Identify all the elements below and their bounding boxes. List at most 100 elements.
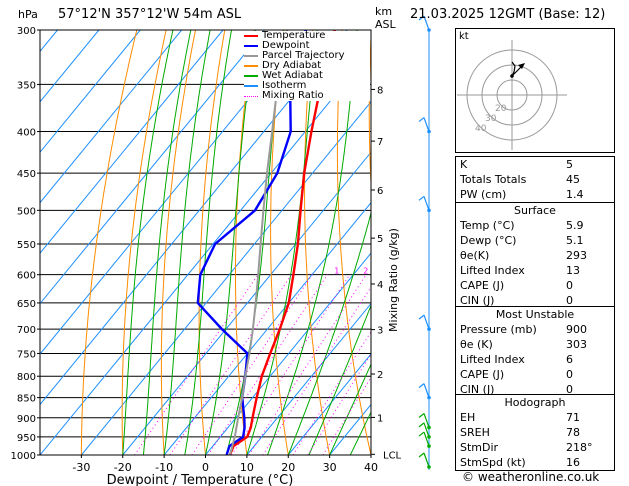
mixing-ratio-label: 3 — [380, 267, 385, 276]
mixing-ratio-label: 2 — [363, 267, 368, 276]
dry-adiabat-line — [235, 30, 255, 455]
legend-item: Isotherm — [244, 81, 370, 91]
chart-legend: Temperature Dewpoint Parcel Trajectory Dry … — [244, 31, 370, 101]
row-value: 16 — [566, 456, 580, 469]
row-key: Totals Totals — [460, 173, 527, 186]
wet-adiabat-line — [287, 211, 371, 455]
temp-tick-label: 20 — [281, 461, 295, 474]
wet-adiabat-line — [142, 30, 192, 455]
isotherm-line — [40, 30, 265, 305]
km-tick-label: 6 — [377, 186, 383, 197]
row-value: 293 — [566, 249, 587, 262]
row-value: 0 — [566, 279, 573, 292]
table-row: CAPE (J) 0 — [456, 367, 614, 382]
table-row: CAPE (J) 0 — [456, 278, 614, 293]
row-value: 0 — [566, 368, 573, 381]
mixing-ratio-label: 6 — [409, 267, 414, 276]
pressure-tick-label: 350 — [17, 80, 36, 91]
temp-tick-label: -30 — [72, 461, 90, 474]
legend-label: Wet Adiabat — [262, 70, 323, 81]
pressure-tick-label: 750 — [17, 349, 36, 360]
dry-adiabat-line — [336, 30, 371, 455]
isotherm-line — [163, 201, 371, 455]
indices-table: K 5 Totals Totals 45 PW (cm) 1.4 — [455, 156, 615, 203]
legend-item: Dewpoint — [244, 41, 370, 51]
row-value: 71 — [566, 411, 580, 424]
dry-adiabat-line — [304, 30, 331, 455]
row-value: 5.9 — [566, 219, 584, 232]
wind-barb — [418, 117, 431, 134]
km-tick-label: LCL — [383, 450, 402, 461]
dry-adiabat-line — [80, 30, 138, 455]
hodograph-title: Hodograph — [504, 396, 566, 409]
mixing-ratio-line — [248, 274, 367, 455]
mixing-ratio-label: 10 — [427, 267, 437, 276]
asl-label: ASL — [375, 18, 396, 31]
table-row: Dewp (°C) 5.1 — [456, 233, 614, 248]
surface-title: Surface — [514, 204, 556, 217]
row-key: K — [460, 158, 468, 171]
isotherm-line — [40, 30, 183, 204]
hodograph-ring-label: 30 — [485, 114, 497, 124]
legend-swatch — [244, 85, 258, 87]
row-value: 5 — [566, 158, 573, 171]
mixing-ratio-line — [307, 353, 371, 455]
row-value: 218° — [566, 441, 593, 454]
legend-label: Dry Adiabat — [262, 60, 322, 71]
hodograph-point — [510, 74, 514, 78]
table-row: Totals Totals 45 — [456, 172, 614, 187]
row-key: CAPE (J) — [460, 279, 505, 292]
wind-barb — [418, 422, 431, 439]
legend-label: Mixing Ratio — [262, 90, 324, 101]
table-row: θe(K) 293 — [456, 248, 614, 263]
legend-label: Dewpoint — [262, 40, 310, 51]
hodograph-table: Hodograph EH 71 SREH 78 StmDir 218° StmSpd (kt… — [455, 394, 615, 471]
isotherm-line — [246, 302, 371, 455]
row-key: θe(K) — [460, 249, 490, 262]
km-tick-label: 7 — [377, 137, 383, 148]
wind-barb — [418, 195, 431, 213]
km-tick-label: 8 — [377, 85, 383, 96]
row-key: Lifted Index — [460, 264, 525, 277]
legend-swatch — [244, 65, 258, 67]
series-line-temperature — [228, 30, 336, 455]
km-label: km — [375, 5, 393, 18]
wet-adiabat-line — [184, 30, 232, 455]
isotherm-line — [205, 252, 371, 455]
row-value: 0 — [566, 294, 573, 307]
series-line-dewpoint — [196, 30, 307, 455]
pressure-tick-label: 600 — [17, 271, 36, 282]
legend-label: Temperature — [262, 30, 326, 41]
pressure-tick-label: 850 — [17, 394, 36, 405]
legend-swatch — [244, 35, 258, 37]
row-value: 45 — [566, 173, 580, 186]
pressure-tick-label: 550 — [17, 240, 36, 251]
location-label: 57°12'N 357°12'W 54m ASL — [58, 7, 242, 22]
legend-item: Mixing Ratio — [244, 91, 370, 101]
row-value: 13 — [566, 264, 580, 277]
most-unstable-table: Most Unstable Pressure (mb) 900 θe (K) 303 L… — [455, 306, 615, 398]
series-line-parcel-trajectory — [228, 30, 289, 455]
row-key: Lifted Index — [460, 353, 525, 366]
hodograph-kt-label: kt — [459, 31, 469, 42]
dry-adiabat-line — [160, 30, 196, 455]
legend-swatch — [244, 95, 258, 97]
table-row: StmDir 218° — [456, 440, 614, 455]
isotherm-line — [80, 101, 371, 455]
table-row: Lifted Index 6 — [456, 352, 614, 367]
table-row: StmSpd (kt) 16 — [456, 455, 614, 470]
mixing-ratio-label: 8 — [421, 267, 426, 276]
legend-swatch — [244, 75, 258, 77]
wind-barb — [418, 314, 431, 331]
mixing-ratio-line — [191, 274, 313, 455]
mixing-ratio-line — [231, 274, 351, 455]
temp-tick-label: 40 — [364, 461, 378, 474]
row-key: Pressure (mb) — [460, 323, 537, 336]
isotherm-line — [287, 353, 371, 455]
datetime-label: 21.03.2025 12GMT (Base: 12) — [410, 7, 606, 22]
table-row: SREH 78 — [456, 425, 614, 440]
table-row: θe (K) 303 — [456, 337, 614, 352]
table-row: CIN (J) 0 — [456, 293, 614, 308]
pressure-tick-label: 950 — [17, 433, 36, 444]
table-row: Pressure (mb) 900 — [456, 322, 614, 337]
